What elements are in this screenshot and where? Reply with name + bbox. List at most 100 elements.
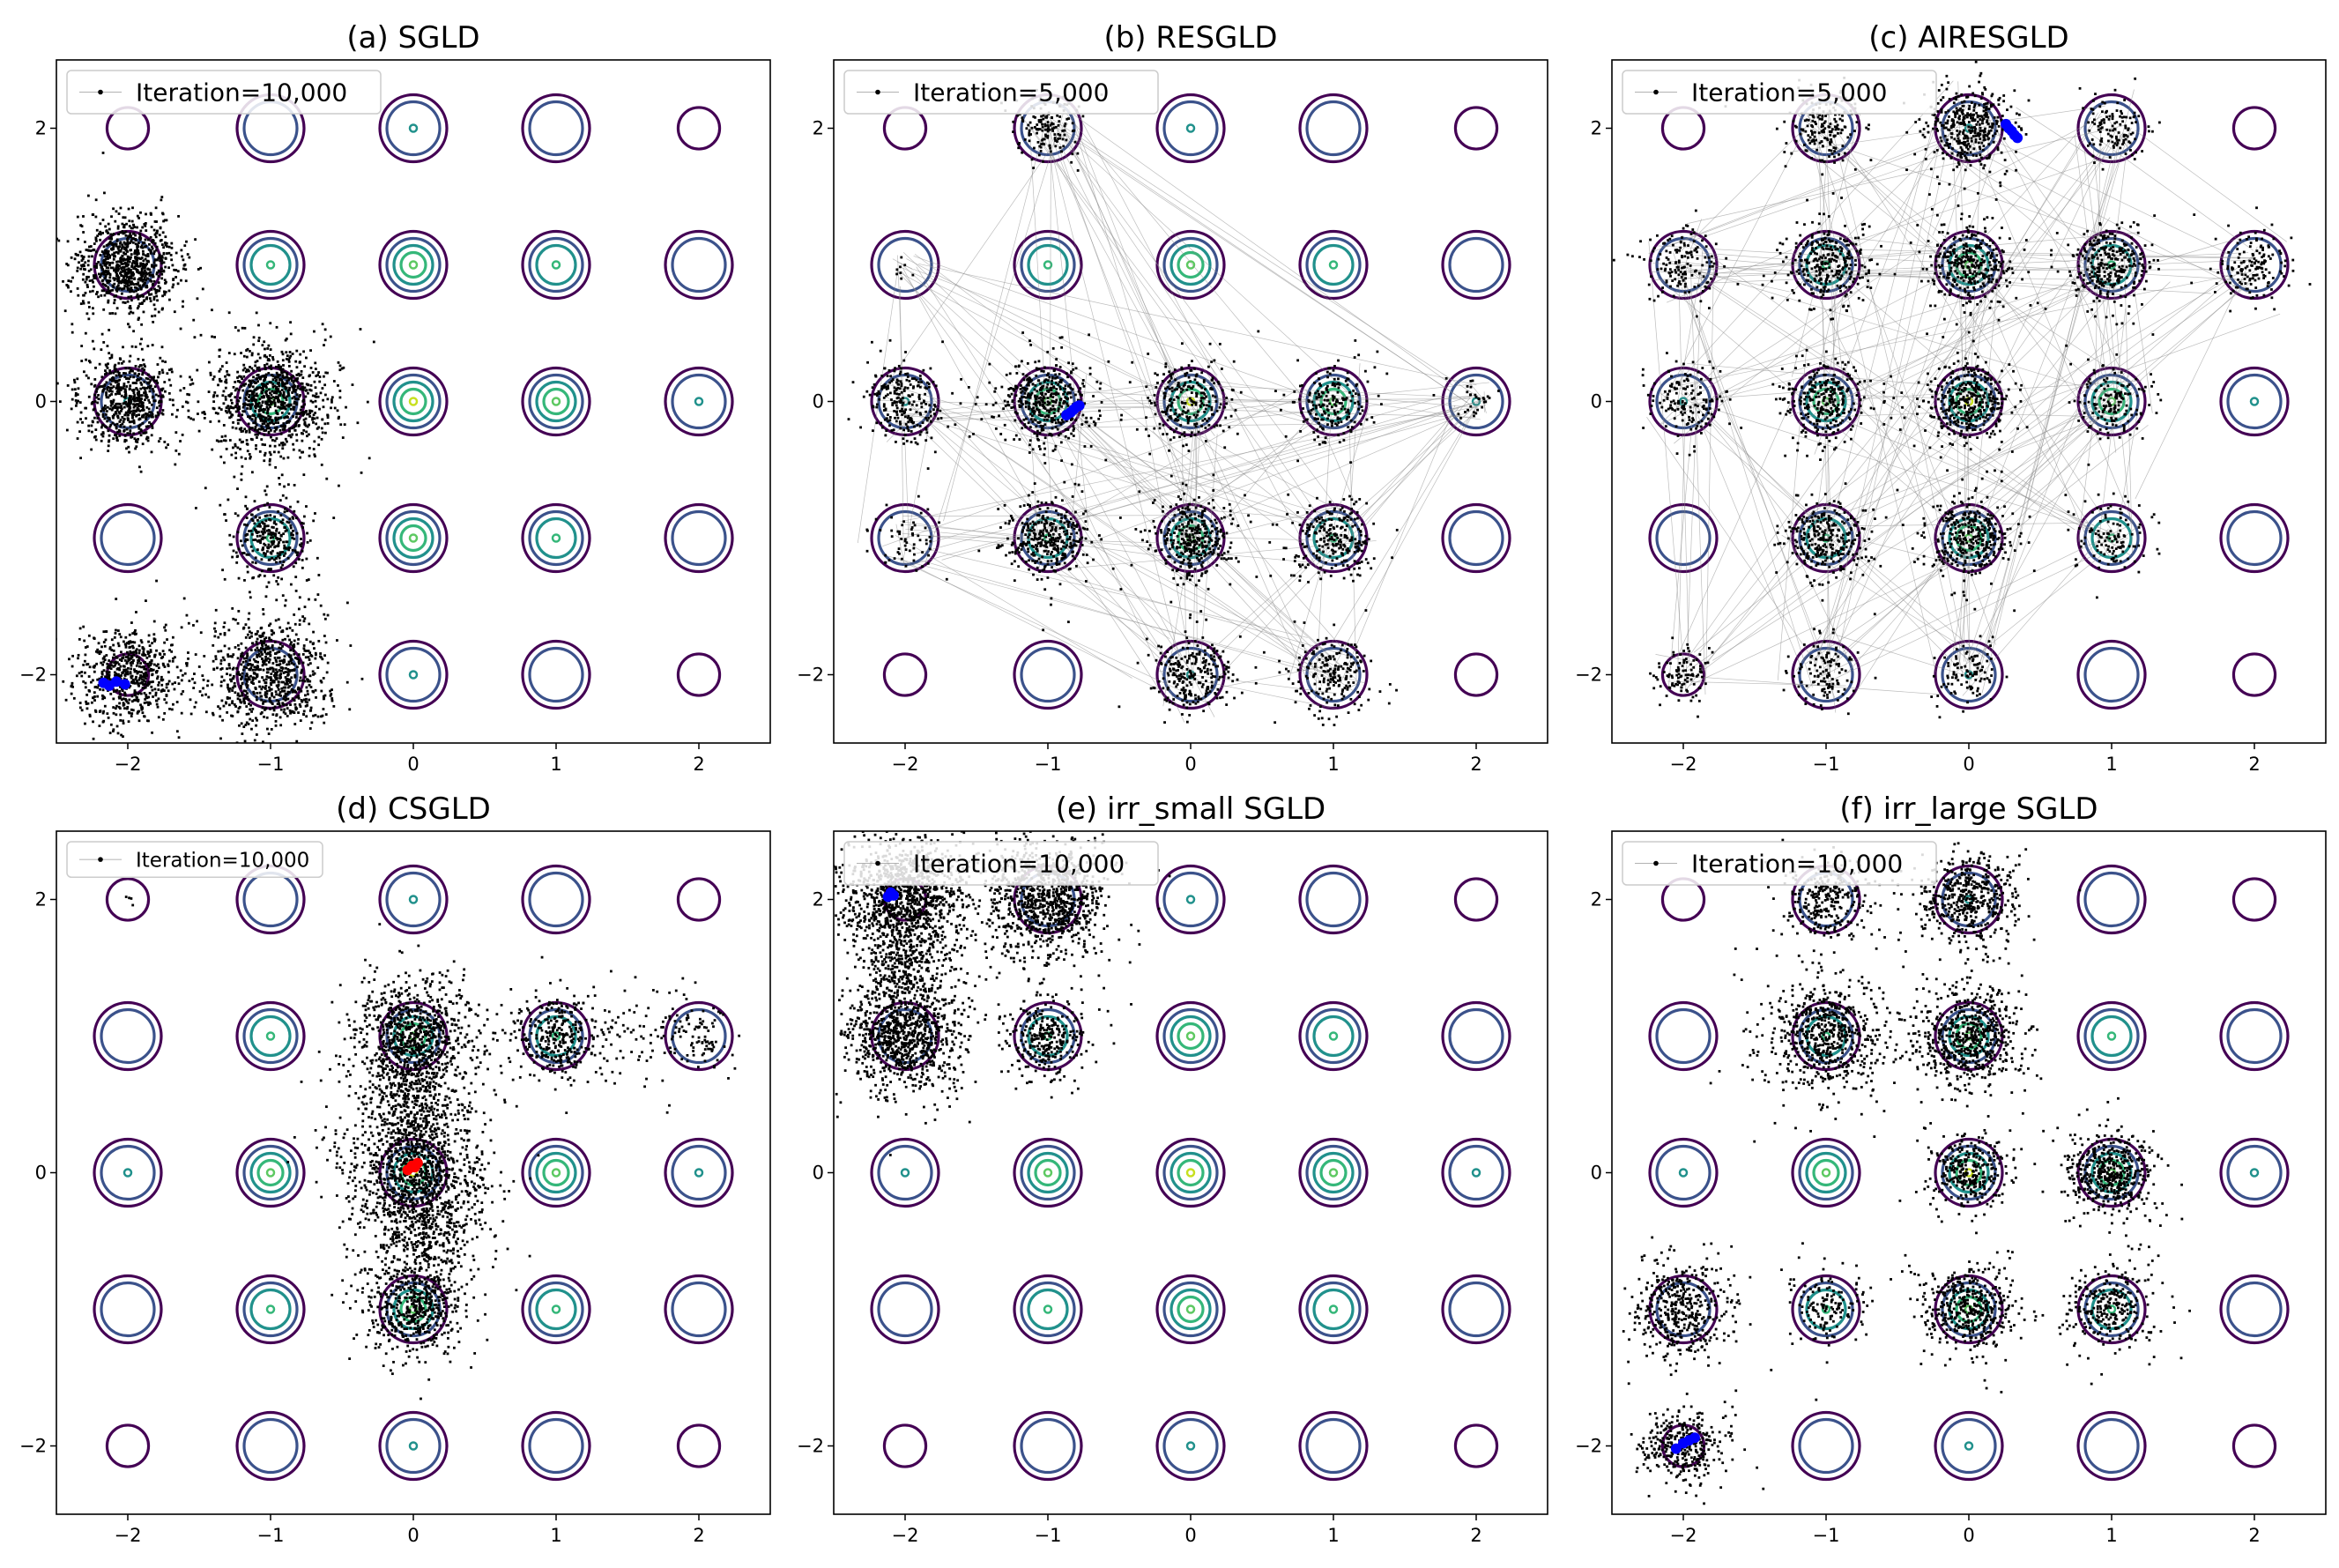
sample-point — [128, 450, 130, 454]
sample-point — [291, 353, 294, 355]
sample-point — [139, 434, 143, 437]
sample-point — [302, 698, 306, 702]
sample-point — [329, 694, 332, 697]
sample-point — [902, 437, 905, 441]
sample-point — [108, 378, 112, 382]
contour-ring — [551, 260, 561, 270]
sample-point — [249, 770, 252, 773]
sample-point — [101, 657, 105, 660]
sample-point — [321, 418, 324, 421]
sample-point — [262, 415, 265, 419]
sample-point — [89, 245, 93, 248]
sample-point — [108, 676, 111, 680]
sample-point — [105, 391, 108, 394]
sample-point — [248, 393, 251, 397]
jump-line — [913, 269, 1319, 424]
sample-point — [47, 331, 49, 334]
sample-point — [137, 393, 140, 397]
sample-point — [102, 340, 106, 344]
sample-point — [113, 653, 115, 657]
sample-point — [264, 373, 268, 376]
y-tick-label: −2 — [19, 665, 47, 686]
sample-point — [889, 391, 892, 395]
sample-point — [136, 226, 138, 229]
sample-point — [314, 713, 317, 717]
sample-point — [345, 680, 349, 684]
sample-point — [278, 560, 282, 563]
sample-point — [240, 722, 243, 725]
sample-point — [1047, 126, 1051, 130]
sample-point — [143, 282, 146, 286]
sample-point — [286, 682, 289, 686]
sample-point — [137, 372, 141, 375]
legend-box — [66, 70, 382, 115]
sample-point — [160, 270, 163, 273]
sample-point — [123, 372, 125, 375]
sample-point — [898, 372, 902, 375]
sample-point — [180, 249, 183, 252]
sample-point — [82, 256, 85, 258]
sample-point — [150, 680, 153, 684]
sample-point — [128, 394, 131, 398]
sample-point — [98, 652, 101, 656]
sample-point — [110, 390, 114, 393]
sample-point — [167, 443, 170, 446]
sample-point — [172, 283, 175, 286]
sample-point — [71, 388, 74, 391]
sample-point — [228, 533, 232, 537]
sample-point — [253, 522, 256, 525]
sample-point — [119, 686, 122, 688]
sample-point — [255, 665, 258, 669]
sample-point — [918, 385, 922, 389]
sample-point — [137, 691, 141, 695]
contour-ring — [1020, 646, 1076, 703]
sample-point — [250, 517, 254, 521]
sample-point — [293, 622, 297, 626]
sample-point — [180, 711, 183, 715]
sample-point — [309, 654, 313, 657]
sample-point — [286, 483, 290, 487]
sample-point — [128, 312, 131, 316]
sample-point — [244, 457, 248, 460]
sample-point — [294, 388, 298, 391]
sample-point — [255, 404, 258, 406]
sample-point — [120, 256, 123, 259]
sample-point — [1051, 130, 1055, 132]
sample-point — [102, 669, 106, 673]
sample-point — [225, 378, 228, 382]
sample-point — [135, 675, 137, 679]
sample-point — [101, 412, 105, 416]
sample-point — [140, 294, 144, 297]
sample-point — [277, 543, 280, 546]
sample-point — [153, 655, 156, 658]
sample-point — [187, 657, 189, 660]
sample-point — [127, 401, 130, 405]
sample-point — [1029, 133, 1033, 136]
sample-point — [134, 698, 137, 702]
sample-point — [234, 512, 237, 516]
contour-ring — [1027, 243, 1069, 286]
sample-point — [291, 644, 294, 648]
sample-point — [161, 717, 165, 721]
sample-point — [282, 532, 286, 536]
sample-point — [152, 295, 156, 299]
sample-point — [126, 279, 130, 283]
sample-point — [158, 234, 161, 237]
sample-point — [124, 394, 128, 398]
sample-point — [875, 405, 879, 409]
sample-point — [132, 237, 135, 241]
sample-point — [167, 251, 171, 255]
contour-ring — [671, 373, 727, 430]
sample-point — [268, 636, 271, 640]
sample-point — [108, 646, 112, 649]
sample-point — [162, 689, 166, 693]
sample-point — [1046, 130, 1050, 133]
sample-point — [246, 347, 249, 351]
sample-point — [290, 641, 293, 644]
sample-point — [142, 408, 145, 412]
sample-point — [254, 416, 257, 420]
sample-point — [217, 440, 220, 443]
sample-point — [168, 398, 172, 401]
sample-point — [136, 406, 139, 410]
sample-point — [275, 580, 278, 583]
